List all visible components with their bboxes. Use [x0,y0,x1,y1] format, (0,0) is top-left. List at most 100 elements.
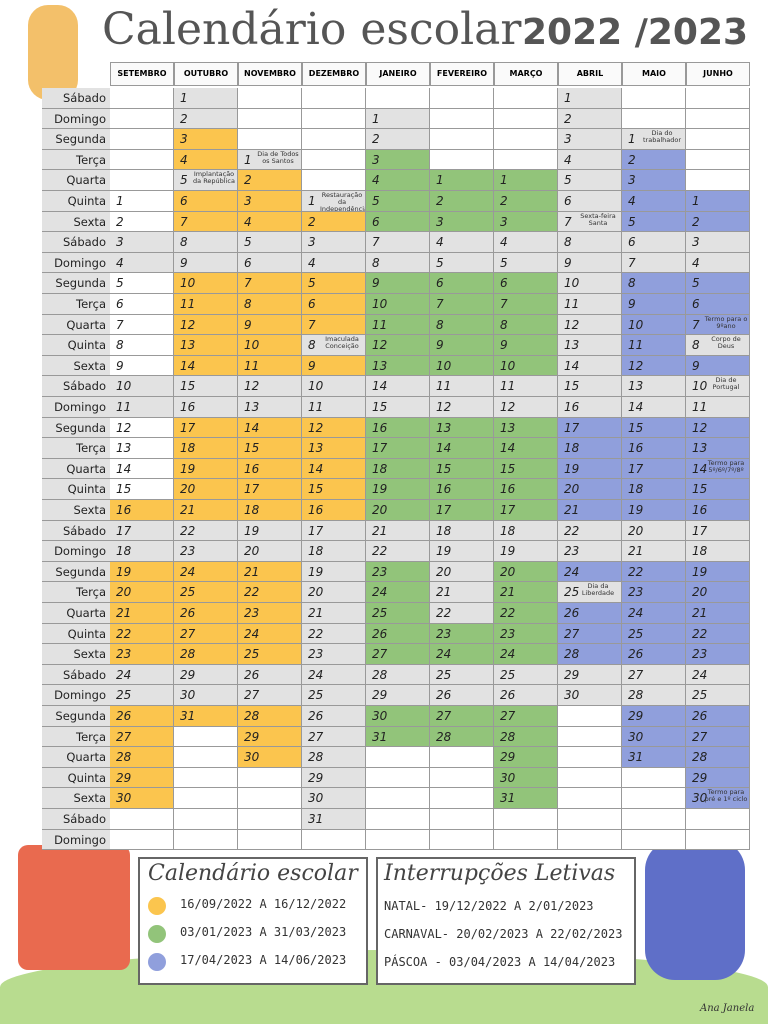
day-number: 14 [180,358,196,373]
day-cell: 8 [110,335,174,356]
day-cell: 30 [110,788,174,809]
day-cell: 5 Implantação da República [174,170,238,191]
day-cell: 22 [558,520,622,542]
day-cell: 30 [494,767,558,789]
day-number: 12 [372,338,388,353]
day-number: 12 [500,400,516,414]
weekday-label: Domingo [42,397,110,418]
day-number: 24 [116,667,132,682]
day-cell: 28 [238,706,302,727]
day-cell: 29 [622,706,686,727]
day-cell [558,706,622,727]
day-cell: 5 [622,211,686,233]
day-cell: 3 [110,232,174,253]
day-cell: 8 [430,314,494,336]
day-cell: 26 [558,603,622,624]
day-cell: 4 [110,252,174,274]
day-cell: 14 [366,376,430,397]
day-number: 1 [116,194,124,208]
day-cell: 15 [366,397,430,418]
day-cell: 28 [430,726,494,748]
day-cell: 20 [302,582,366,603]
day-cell: 1 [686,191,750,212]
day-number: 10 [564,276,580,291]
legend-title: Calendário escolar [148,861,358,886]
day-cell: 31 [494,788,558,809]
day-cell: 3 [558,129,622,150]
day-number: 11 [692,400,708,414]
day-cell: 3 [494,211,558,233]
day-cell: 9 [494,335,558,356]
day-cell: 29 [558,664,622,686]
day-cell: 19 [622,500,686,521]
day-cell: 31 [302,809,366,830]
day-number: 22 [564,523,580,538]
day-number: 28 [244,709,260,723]
day-number: 12 [564,317,580,332]
day-cell: 25 [430,664,494,686]
day-number: 10 [692,379,708,394]
day-number: 28 [436,729,452,744]
day-number: 21 [244,564,260,579]
day-number: 29 [500,750,516,765]
day-cell [174,767,238,789]
day-cell: 14 [622,397,686,418]
day-number: 13 [308,441,324,456]
day-number: 26 [500,688,516,703]
day-cell: 17 [622,458,686,480]
day-number: 19 [244,523,260,538]
day-cell: 11 [558,294,622,315]
month-header: DEZEMBRO [302,62,366,86]
day-number: 25 [372,606,388,620]
day-cell [622,788,686,809]
day-number: 8 [372,255,380,270]
day-number: 20 [436,564,452,579]
day-cell [238,129,302,150]
day-number: 11 [116,400,132,414]
day-cell: 24 [622,603,686,624]
day-cell [302,88,366,109]
day-number: 2 [564,111,572,126]
day-number: 21 [436,585,452,600]
day-note: Termo para 5º/6º/7º/8º [707,458,745,474]
day-number: 5 [372,194,380,208]
day-number: 2 [692,214,700,229]
weekday-label: Segunda [42,129,110,150]
day-cell: 27 [302,726,366,748]
day-number: 26 [692,709,708,723]
day-number: 31 [180,709,196,723]
day-cell: 19 [686,561,750,583]
day-cell: 16 [686,500,750,521]
day-cell: 19 [302,561,366,583]
title: Calendário escolar [102,4,522,55]
day-number: 8 [500,317,508,332]
day-cell: 7 [366,232,430,253]
day-cell: 8 [366,252,430,274]
day-cell: 6 [494,273,558,294]
day-number: 31 [628,750,644,765]
day-cell: 27 [110,726,174,748]
day-cell: 22 [110,623,174,645]
day-number: 14 [692,461,708,476]
day-cell: 11 [430,376,494,397]
legend-text: 03/01/2023 A 31/03/2023 [180,925,347,939]
day-cell [238,788,302,809]
day-cell: 11 [302,397,366,418]
day-number: 14 [436,441,452,456]
month-header: JUNHO [686,62,750,86]
day-number: 13 [180,338,196,353]
day-number: 2 [308,214,316,229]
day-cell: 19 [494,541,558,562]
day-number: 20 [372,503,388,517]
day-number: 18 [628,482,644,497]
day-number: 1 [244,152,252,167]
day-number: 11 [244,358,260,373]
day-number: 16 [500,482,516,497]
day-cell [494,829,558,851]
day-cell: 2 [558,108,622,130]
day-number: 14 [372,379,388,394]
day-cell: 7 [174,211,238,233]
day-number: 18 [308,544,324,559]
legend-swatch [148,897,166,915]
